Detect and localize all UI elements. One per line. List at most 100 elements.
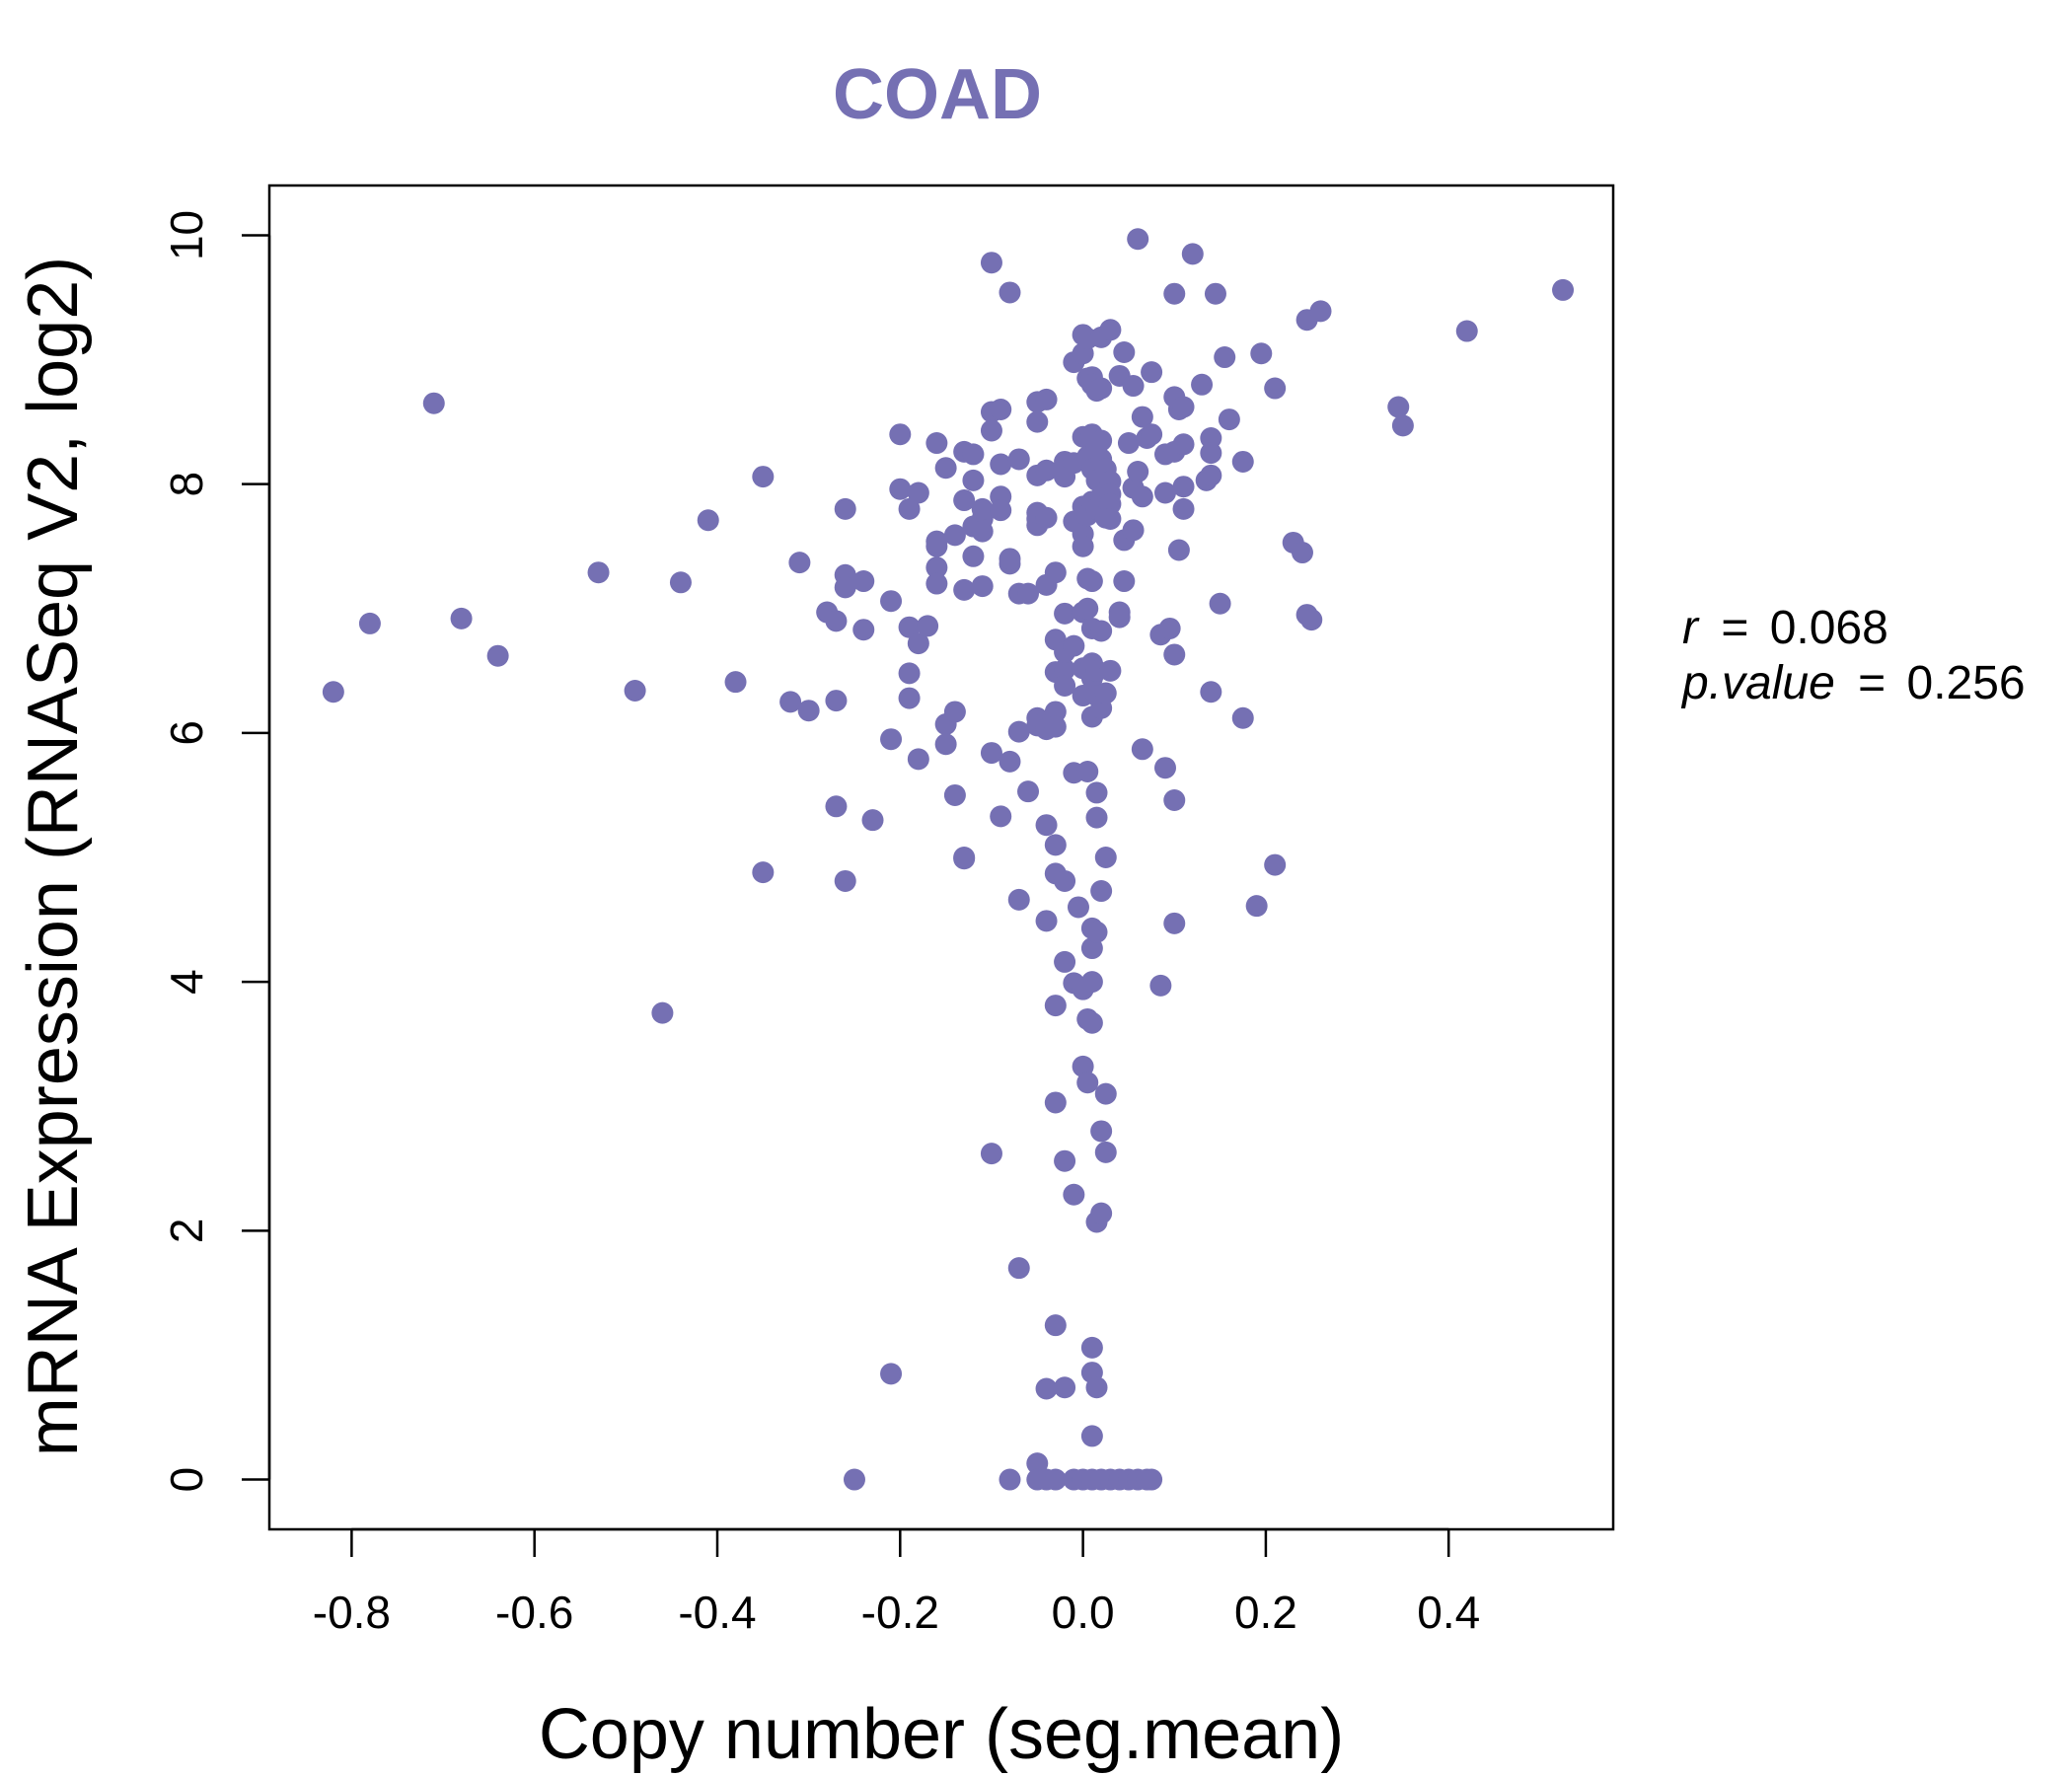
y-tick-label: 8	[161, 472, 212, 497]
data-point	[1044, 1091, 1067, 1114]
data-point	[990, 453, 1012, 476]
data-point	[1167, 539, 1190, 561]
x-axis: -0.8 -0.6 -0.4 -0.2 0.0 0.2 0.4	[313, 1527, 1480, 1638]
x-tick-label: -0.6	[495, 1587, 573, 1638]
data-point	[1080, 1425, 1103, 1447]
data-point	[1172, 396, 1195, 418]
data-point	[962, 545, 985, 567]
data-point	[752, 466, 775, 488]
data-point	[917, 615, 939, 637]
data-point	[1141, 361, 1163, 384]
data-point	[1085, 1376, 1108, 1399]
data-point	[1200, 681, 1222, 703]
y-tick-label: 4	[161, 969, 212, 995]
data-point	[861, 809, 884, 832]
data-point	[1200, 464, 1222, 486]
data-point	[1044, 1314, 1067, 1337]
data-point	[907, 632, 929, 655]
data-point	[624, 680, 646, 703]
data-point	[587, 561, 610, 584]
r-equals: =	[1721, 602, 1748, 654]
data-point	[1054, 869, 1076, 892]
data-point	[1218, 408, 1240, 431]
r-label: r	[1682, 602, 1700, 654]
data-point	[898, 616, 921, 638]
data-point	[907, 481, 929, 504]
data-point	[779, 691, 802, 713]
data-point	[1309, 300, 1332, 323]
data-point	[1231, 706, 1254, 729]
data-point	[971, 520, 994, 543]
data-point	[1063, 1183, 1085, 1206]
x-axis-label: Copy number (seg.mean)	[539, 1695, 1344, 1774]
data-point	[1200, 427, 1222, 450]
data-point	[1080, 1336, 1103, 1359]
y-tick-label: 2	[161, 1219, 212, 1244]
data-point	[1035, 814, 1058, 837]
data-point	[953, 578, 976, 601]
data-point	[1076, 1072, 1099, 1094]
data-point	[999, 1468, 1021, 1491]
data-point	[1154, 757, 1176, 779]
data-point	[1090, 620, 1113, 642]
data-point	[1054, 658, 1076, 681]
p-annotation: p.value = 0.256	[1680, 657, 2026, 709]
data-point	[1017, 780, 1040, 803]
data-point	[834, 497, 856, 520]
data-point	[1108, 606, 1131, 629]
data-point	[1149, 974, 1172, 997]
data-point	[1035, 506, 1058, 529]
data-point	[990, 499, 1012, 522]
data-point	[1063, 634, 1085, 657]
p-value: 0.256	[1907, 657, 2026, 709]
data-point	[971, 497, 994, 520]
data-point	[1127, 461, 1149, 483]
data-point	[1044, 701, 1067, 723]
data-point	[322, 681, 344, 703]
data-point	[1054, 950, 1076, 973]
data-point	[797, 700, 820, 722]
data-point	[1072, 535, 1094, 557]
data-point	[697, 509, 719, 532]
data-point	[1387, 396, 1410, 418]
data-point	[1113, 340, 1136, 363]
x-tick-label: -0.8	[313, 1587, 391, 1638]
data-point	[852, 570, 875, 593]
data-point	[1172, 497, 1195, 520]
data-point	[1085, 781, 1108, 804]
data-point	[925, 432, 948, 455]
data-point	[1044, 1468, 1067, 1491]
data-point	[1090, 1202, 1113, 1224]
data-point	[1300, 609, 1323, 631]
data-point	[999, 548, 1021, 570]
x-tick-label: 0.2	[1234, 1587, 1297, 1638]
chart-title: COAD	[833, 55, 1042, 134]
data-point	[1113, 570, 1136, 593]
data-point	[925, 572, 948, 595]
data-point	[953, 489, 976, 512]
data-point	[834, 869, 856, 892]
data-point	[1067, 896, 1089, 919]
data-point	[422, 392, 445, 414]
data-point	[980, 1143, 1002, 1165]
data-point	[999, 281, 1021, 304]
data-point	[1044, 834, 1067, 856]
x-tick-label: 0.0	[1052, 1587, 1115, 1638]
data-point	[1007, 1257, 1030, 1280]
data-point	[1141, 423, 1163, 446]
data-point	[1094, 1082, 1117, 1105]
data-point	[1141, 1468, 1163, 1491]
data-point	[1007, 720, 1030, 743]
data-point	[1035, 459, 1058, 481]
data-point	[1094, 1141, 1117, 1163]
x-tick-label: 0.4	[1417, 1587, 1480, 1638]
data-point	[1026, 410, 1049, 433]
data-point	[1017, 582, 1040, 605]
data-point	[1131, 485, 1153, 508]
data-point	[907, 748, 929, 771]
data-point	[980, 252, 1002, 274]
data-point	[752, 861, 775, 884]
data-point	[1094, 682, 1117, 704]
data-point	[999, 750, 1021, 773]
data-point	[898, 662, 921, 685]
